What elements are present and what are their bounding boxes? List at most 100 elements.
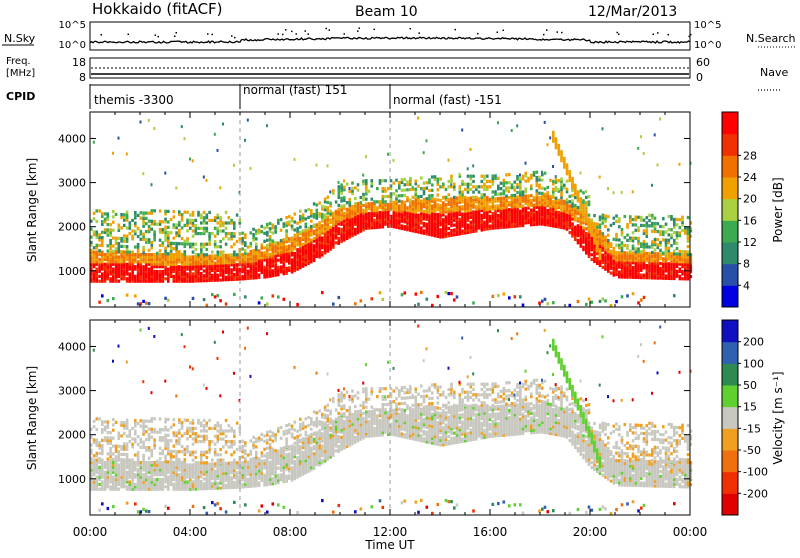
power-cell xyxy=(406,196,409,199)
power-cell xyxy=(613,222,616,225)
velocity-cell xyxy=(134,419,137,422)
power-cell xyxy=(481,214,484,217)
power-cell xyxy=(577,224,580,227)
power-cell xyxy=(615,233,618,236)
velocity-cell xyxy=(206,512,209,515)
power-cell xyxy=(580,197,583,200)
power-cell xyxy=(544,298,547,301)
power-cell xyxy=(200,221,203,224)
power-cell xyxy=(610,250,613,253)
power-cell xyxy=(461,180,464,183)
velocity-cell xyxy=(192,463,195,466)
velocity-cell xyxy=(181,461,184,464)
velocity-cell xyxy=(118,488,121,491)
power-cell xyxy=(569,231,572,234)
power-cell xyxy=(387,153,389,156)
power-cell xyxy=(673,250,676,253)
power-cell xyxy=(536,171,539,174)
power-cell xyxy=(329,210,332,213)
velocity-cell xyxy=(195,432,198,435)
power-cell xyxy=(459,173,461,176)
velocity-cell xyxy=(203,477,206,480)
power-cell xyxy=(417,117,419,120)
power-cell xyxy=(241,253,244,256)
power-cell xyxy=(673,239,676,242)
power-cell xyxy=(192,229,195,232)
power-cell xyxy=(269,222,272,225)
power-cell xyxy=(272,224,275,227)
power-cell xyxy=(269,235,272,238)
power-cell xyxy=(461,191,464,194)
power-cell xyxy=(404,189,407,192)
power-cell xyxy=(533,171,536,174)
power-cell xyxy=(643,224,646,227)
power-cell xyxy=(219,245,222,248)
power-cell xyxy=(379,291,382,294)
power-cell xyxy=(118,224,121,227)
power-cell xyxy=(98,233,101,236)
nave-tick-bottom: 0 xyxy=(696,71,703,84)
power-cell xyxy=(244,249,247,252)
power-cell xyxy=(417,185,420,188)
power-cell xyxy=(453,298,456,301)
power-cell xyxy=(208,219,211,222)
power-cell xyxy=(131,235,134,238)
power-cell xyxy=(514,194,517,197)
power-cell xyxy=(541,187,544,190)
velocity-cell xyxy=(173,418,176,421)
power-cell xyxy=(665,274,668,277)
power-cell xyxy=(492,175,495,178)
cpid-segment-2: normal (fast) -151 xyxy=(393,93,502,107)
power-cell xyxy=(96,231,99,234)
power-cell xyxy=(197,227,200,230)
power-cell xyxy=(217,245,220,248)
power-cell xyxy=(448,227,451,230)
power-cell xyxy=(261,230,264,233)
power-cell xyxy=(420,291,423,294)
power-cell xyxy=(640,274,643,277)
power-cell xyxy=(200,214,203,217)
power-cell xyxy=(643,240,646,243)
power-cell xyxy=(189,243,192,246)
power-cell xyxy=(294,228,297,231)
power-cell xyxy=(379,211,382,214)
power-cell xyxy=(327,216,330,219)
velocity-cell xyxy=(178,429,181,432)
power-cell xyxy=(659,230,662,233)
power-cell xyxy=(439,185,442,188)
power-cell xyxy=(508,181,511,184)
power-cell xyxy=(186,211,189,214)
power-cell xyxy=(225,243,228,246)
power-cell xyxy=(123,213,126,216)
power-cell xyxy=(657,243,660,246)
power-cell xyxy=(420,200,423,203)
power-cell xyxy=(236,263,239,266)
power-cell xyxy=(126,227,129,230)
power-cell xyxy=(349,187,351,190)
velocity-cell xyxy=(112,458,115,461)
power-cell xyxy=(107,212,110,215)
power-cell xyxy=(478,185,481,188)
power-cell xyxy=(170,253,173,256)
velocity-cell xyxy=(159,478,162,481)
power-cell xyxy=(637,226,640,229)
power-cell xyxy=(354,186,357,189)
velocity-cell xyxy=(167,418,170,421)
power-cell xyxy=(107,244,110,247)
power-cell xyxy=(555,197,558,200)
power-cell xyxy=(244,233,247,236)
power-cell xyxy=(417,195,420,198)
power-cell xyxy=(156,270,159,273)
power-cell xyxy=(406,206,409,209)
power-cell xyxy=(404,225,407,228)
power-cell xyxy=(126,211,129,214)
power-cell xyxy=(409,199,412,202)
power-cell xyxy=(214,254,217,257)
power-cell xyxy=(648,224,651,227)
power-cell xyxy=(602,232,605,235)
nave-tick-top: 60 xyxy=(696,56,710,69)
power-cell xyxy=(409,177,411,180)
velocity-cell xyxy=(112,423,115,426)
nsearch-point xyxy=(326,28,328,30)
